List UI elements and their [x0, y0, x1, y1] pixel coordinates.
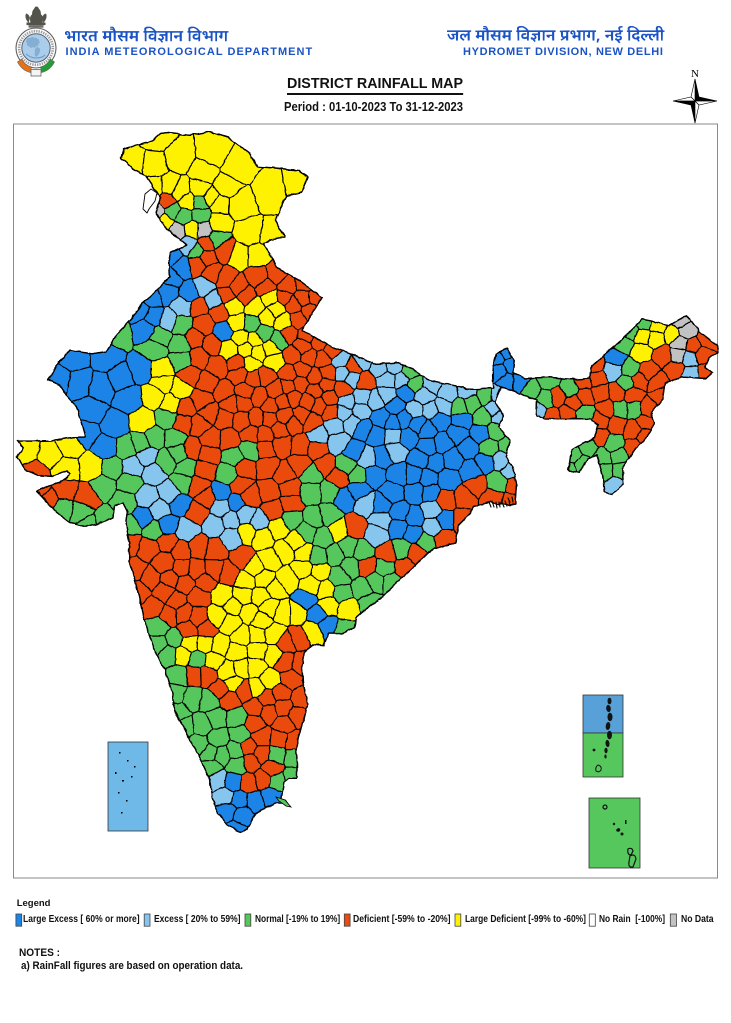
svg-text:N: N [691, 68, 699, 80]
